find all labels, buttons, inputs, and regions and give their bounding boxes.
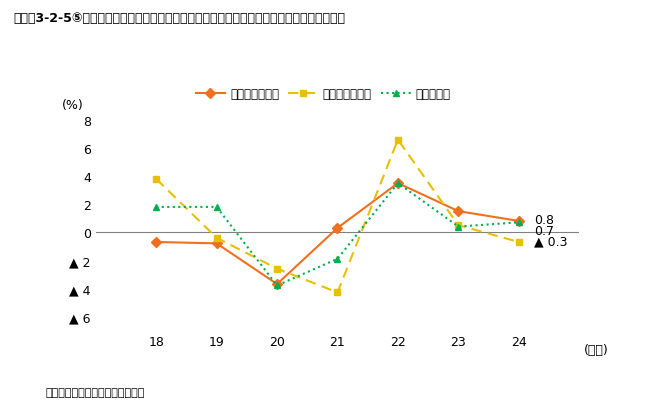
国（実質） <box>333 257 341 261</box>
国（実質） <box>273 284 281 288</box>
Legend: 豊岡市（実質）, 兵庫県（実質）, 国（実質）: 豊岡市（実質）, 兵庫県（実質）, 国（実質） <box>191 83 455 105</box>
Text: (%): (%) <box>62 99 84 111</box>
豊岡市（実質） <box>273 282 281 287</box>
Text: (年度): (年度) <box>584 344 609 356</box>
兵庫県（実質） <box>152 177 160 182</box>
豊岡市（実質） <box>152 240 160 245</box>
国（実質） <box>454 225 462 229</box>
兵庫県（実質） <box>273 267 281 271</box>
兵庫県（実質） <box>515 240 523 245</box>
Line: 兵庫県（実質）: 兵庫県（実質） <box>153 137 522 296</box>
豊岡市（実質） <box>394 181 402 186</box>
豊岡市（実質） <box>213 241 220 246</box>
豊岡市（実質） <box>515 219 523 224</box>
国（実質） <box>394 181 402 186</box>
Text: コラム3-2-5⑤図　全国、兵庫県、豊岡市における実質域内総生産額（対前年変化率）の推移: コラム3-2-5⑤図 全国、兵庫県、豊岡市における実質域内総生産額（対前年変化率… <box>13 12 345 25</box>
国（実質） <box>152 205 160 210</box>
Line: 豊岡市（実質）: 豊岡市（実質） <box>153 180 522 288</box>
Line: 国（実質）: 国（実質） <box>153 180 522 289</box>
国（実質） <box>515 221 523 225</box>
国（実質） <box>213 205 220 210</box>
兵庫県（実質） <box>394 138 402 143</box>
兵庫県（実質） <box>213 236 220 241</box>
Text: 資料：豊岡市提供資料等より作成: 資料：豊岡市提供資料等より作成 <box>46 387 145 397</box>
Text: 0.7: 0.7 <box>534 224 554 237</box>
豊岡市（実質） <box>454 209 462 214</box>
兵庫県（実質） <box>454 223 462 228</box>
Text: 0.8: 0.8 <box>534 213 554 227</box>
豊岡市（実質） <box>333 226 341 231</box>
兵庫県（実質） <box>333 290 341 295</box>
Text: ▲ 0.3: ▲ 0.3 <box>534 235 567 247</box>
